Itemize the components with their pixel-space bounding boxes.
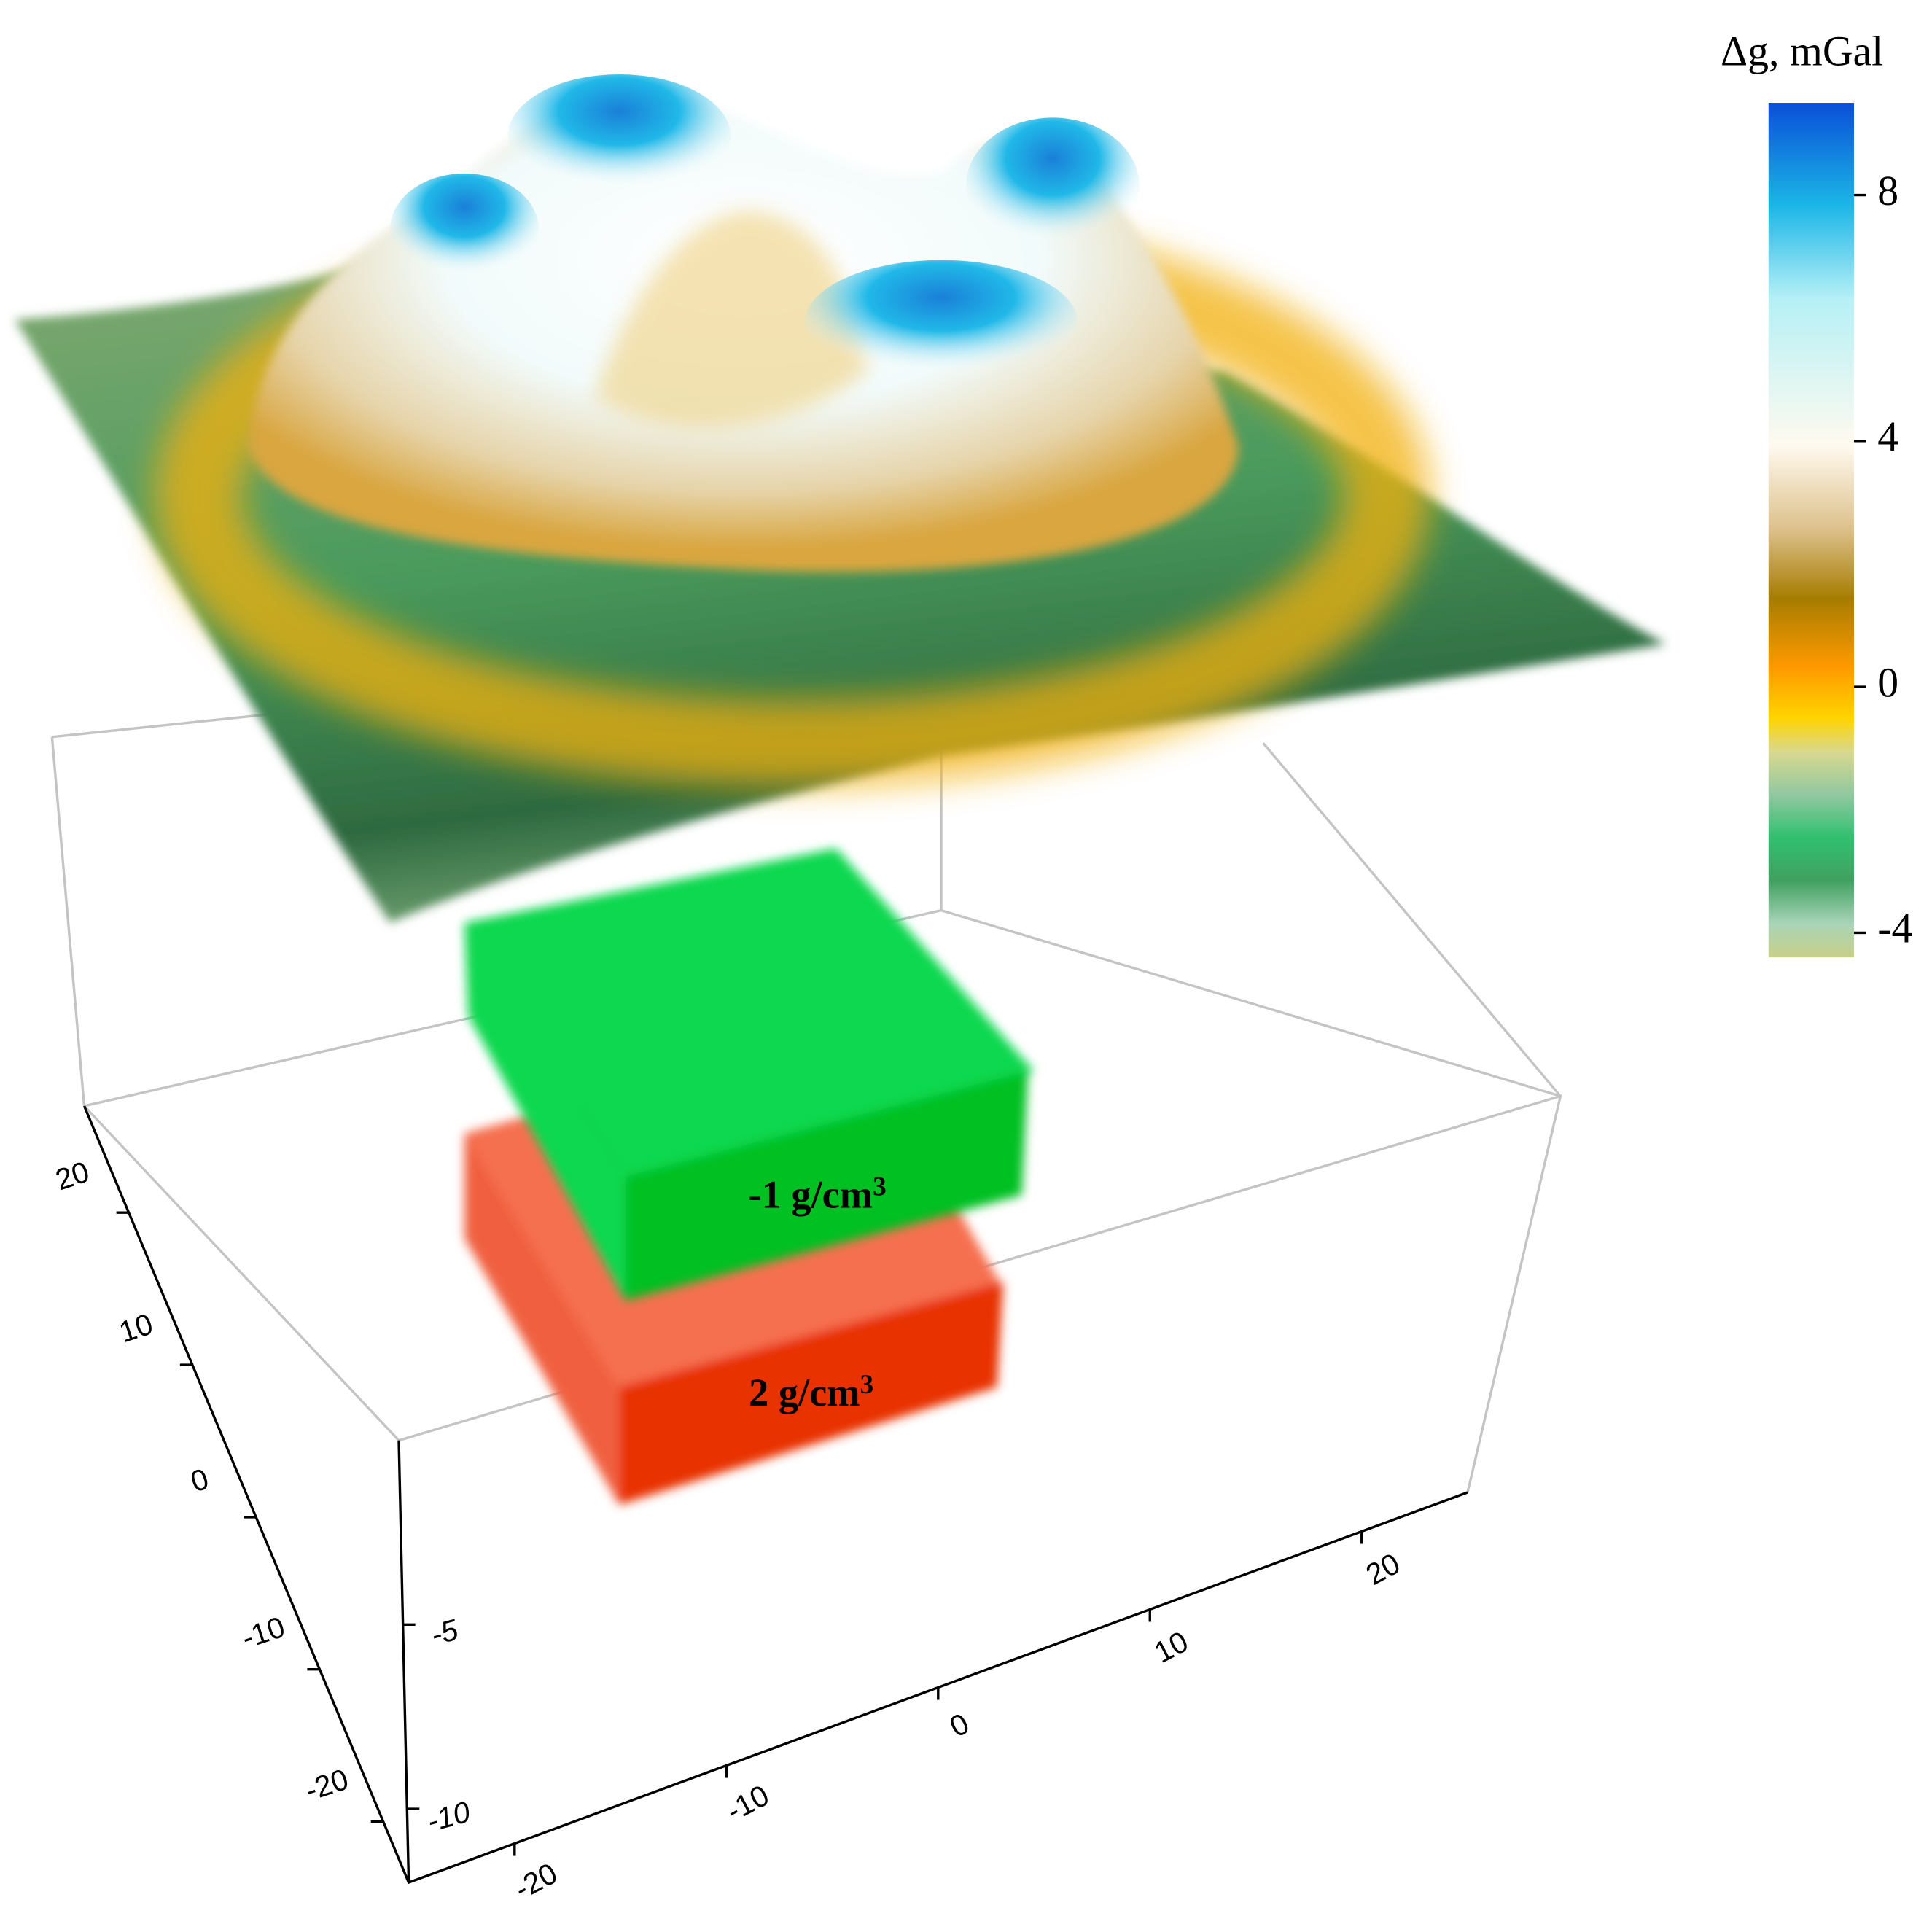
axis-tick-label: 20 xyxy=(1360,1546,1406,1592)
body-side xyxy=(464,1133,620,1505)
colorbar-title: Δg, mGal xyxy=(1721,29,1883,75)
body-front xyxy=(625,1071,1028,1301)
axis-tick-label: -10 xyxy=(238,1610,289,1655)
colorbar-tick-label: 4 xyxy=(1877,414,1898,460)
body-top xyxy=(464,848,1035,1177)
body-negative xyxy=(464,848,1035,1301)
axis-tick-label: -20 xyxy=(509,1856,563,1906)
colorbar xyxy=(1768,103,1854,958)
body-label-exponent: 3 xyxy=(873,1172,887,1202)
axis-line xyxy=(397,1440,410,1883)
axis-tick-label: -10 xyxy=(424,1795,474,1839)
axis-tick-label: 0 xyxy=(187,1462,213,1499)
box-edge xyxy=(1262,742,1562,1097)
surface-peak xyxy=(805,260,1078,384)
surface-peak xyxy=(966,117,1140,254)
body-label-exponent: 3 xyxy=(860,1370,874,1400)
body-side xyxy=(464,922,626,1301)
axis-tick-label: 10 xyxy=(115,1307,157,1350)
axis-tick-label: 0 xyxy=(944,1706,975,1743)
body-label-text: -1 g/cm xyxy=(749,1172,873,1216)
colorbar-tick-label: -4 xyxy=(1877,906,1912,952)
body-label: -1 g/cm3 xyxy=(749,1172,887,1216)
surface-trough xyxy=(594,210,868,427)
axis-tick-label: 20 xyxy=(51,1155,93,1197)
body-front xyxy=(619,1282,1003,1505)
gravity-surface xyxy=(15,74,1666,923)
axis-tick-label: -5 xyxy=(427,1613,461,1652)
axis-tick-label: -20 xyxy=(301,1762,352,1807)
axis-tick-label: -10 xyxy=(721,1778,775,1828)
surface-peak xyxy=(507,74,731,198)
body-label: 2 g/cm3 xyxy=(749,1370,873,1414)
body-label-text: 2 g/cm xyxy=(749,1371,860,1414)
colorbar-tick-label: 0 xyxy=(1877,660,1898,706)
surface-peak xyxy=(390,173,539,285)
colorbar-tick-label: 8 xyxy=(1877,168,1898,214)
axis-tick-label: 10 xyxy=(1149,1624,1194,1670)
